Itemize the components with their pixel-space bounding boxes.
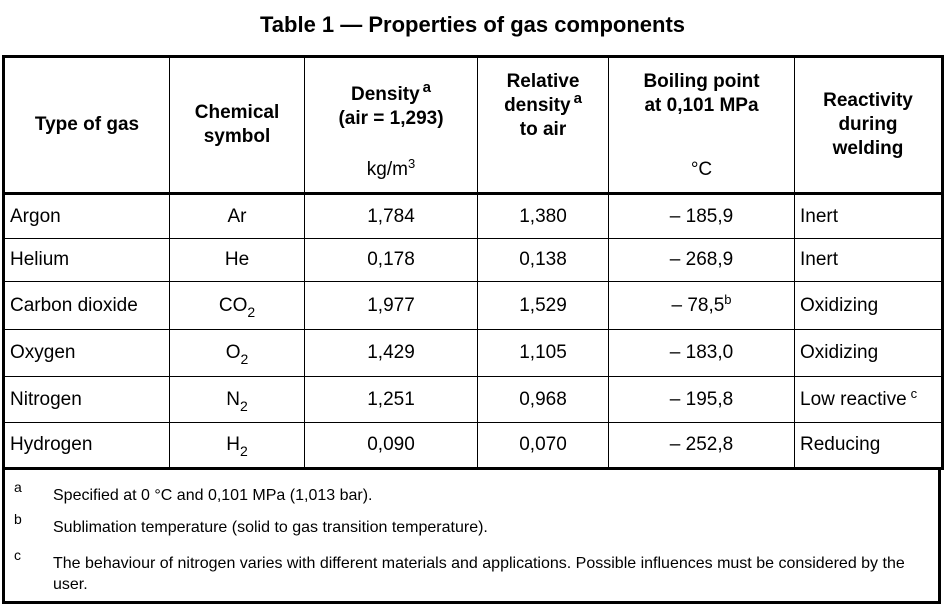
footnote-mark: c [14, 547, 21, 563]
chemical-symbol-cell: He [169, 238, 305, 282]
footnote-mark-a: a [573, 90, 582, 107]
gas-name-cell: Nitrogen [2, 376, 170, 423]
relative-density-cell: 0,968 [477, 376, 609, 423]
density-cell: 1,429 [304, 329, 478, 377]
gas-name-cell: Oxygen [2, 329, 170, 377]
table-row: Argon Ar 1,784 1,380 – 185,9 Inert [2, 193, 944, 239]
header-relative-line3: to air [519, 119, 567, 140]
table-row: Helium He 0,178 0,138 – 268,9 Inert [2, 238, 944, 282]
density-cell: 1,251 [304, 376, 478, 423]
header-density: Density a (air = 1,293) kg/m3 [304, 55, 478, 195]
gas-name-cell: Hydrogen [2, 422, 170, 470]
gas-properties-table: Type of gas Chemical symbol Density a (ai… [2, 55, 944, 470]
footnote-mark-a: a [422, 79, 431, 96]
table-title: Table 1 — Properties of gas components [259, 12, 685, 37]
header-reactivity-line2: during [838, 114, 898, 135]
header-boiling-line1: Boiling point [643, 71, 760, 92]
table-row: Hydrogen H2 0,090 0,070 – 252,8 Reducing [2, 422, 944, 470]
header-boiling-point: Boiling point at 0,101 MPa °C [608, 55, 795, 195]
header-type: Type of gas [2, 55, 170, 195]
header-boiling-line2: at 0,101 MPa [644, 95, 759, 116]
chemical-symbol-cell: O2 [169, 329, 305, 377]
density-unit-exponent: 3 [407, 156, 416, 171]
boiling-unit: °C [690, 159, 713, 180]
footnote-mark: b [14, 511, 22, 527]
boiling-point-cell: – 78,5b [608, 281, 795, 330]
chemical-symbol-cell: N2 [169, 376, 305, 423]
header-type-label: Type of gas [34, 114, 140, 135]
table-row: Oxygen O2 1,429 1,105 – 183,0 Oxidizing [2, 329, 944, 377]
header-reactivity: Reactivity during welding [794, 55, 944, 195]
header-relative-line1: Relative [506, 71, 580, 92]
relative-density-cell: 1,380 [477, 193, 609, 239]
header-symbol-line1: Chemical [194, 102, 280, 123]
header-relative-density: Relative density a to air [477, 55, 609, 195]
gas-name-cell: Argon [2, 193, 170, 239]
footnote-mark: a [14, 479, 22, 495]
density-cell: 0,090 [304, 422, 478, 470]
header-symbol-line2: symbol [203, 126, 271, 147]
footnote-text: Specified at 0 °C and 0,101 MPa (1,013 b… [53, 487, 373, 504]
reactivity-cell: Inert [794, 193, 944, 239]
reactivity-cell: Reducing [794, 422, 944, 470]
reactivity-cell: Oxidizing [794, 329, 944, 377]
chemical-symbol-cell: H2 [169, 422, 305, 470]
boiling-point-cell: – 183,0 [608, 329, 795, 377]
gas-name-cell: Carbon dioxide [2, 281, 170, 330]
table-row: Nitrogen N2 1,251 0,968 – 195,8 Low reac… [2, 376, 944, 423]
footnote-text: The behaviour of nitrogen varies with di… [53, 555, 905, 593]
header-reactivity-line3: welding [832, 138, 904, 159]
reactivity-cell: Low reactive c [794, 376, 944, 423]
boiling-point-cell: – 268,9 [608, 238, 795, 282]
boiling-point-cell: – 185,9 [608, 193, 795, 239]
relative-density-cell: 0,138 [477, 238, 609, 282]
chemical-symbol-cell: Ar [169, 193, 305, 239]
reactivity-cell: Inert [794, 238, 944, 282]
density-cell: 1,784 [304, 193, 478, 239]
header-density-line1: Density [351, 84, 420, 105]
density-cell: 0,178 [304, 238, 478, 282]
boiling-point-cell: – 252,8 [608, 422, 795, 470]
relative-density-cell: 1,529 [477, 281, 609, 330]
footnotes: a Specified at 0 °C and 0,101 MPa (1,013… [2, 467, 941, 604]
header-density-line2: (air = 1,293) [338, 108, 444, 129]
chemical-symbol-cell: CO2 [169, 281, 305, 330]
relative-density-cell: 0,070 [477, 422, 609, 470]
gas-name-cell: Helium [2, 238, 170, 282]
reactivity-cell: Oxidizing [794, 281, 944, 330]
table-row: Carbon dioxide CO2 1,977 1,529 – 78,5b O… [2, 281, 944, 330]
footnote-text: Sublimation temperature (solid to gas tr… [53, 519, 488, 536]
header-symbol: Chemical symbol [169, 55, 305, 195]
density-cell: 1,977 [304, 281, 478, 330]
density-unit: kg/m [366, 159, 408, 180]
header-relative-line2: density [504, 95, 571, 116]
relative-density-cell: 1,105 [477, 329, 609, 377]
header-reactivity-line1: Reactivity [823, 90, 913, 111]
boiling-point-cell: – 195,8 [608, 376, 795, 423]
